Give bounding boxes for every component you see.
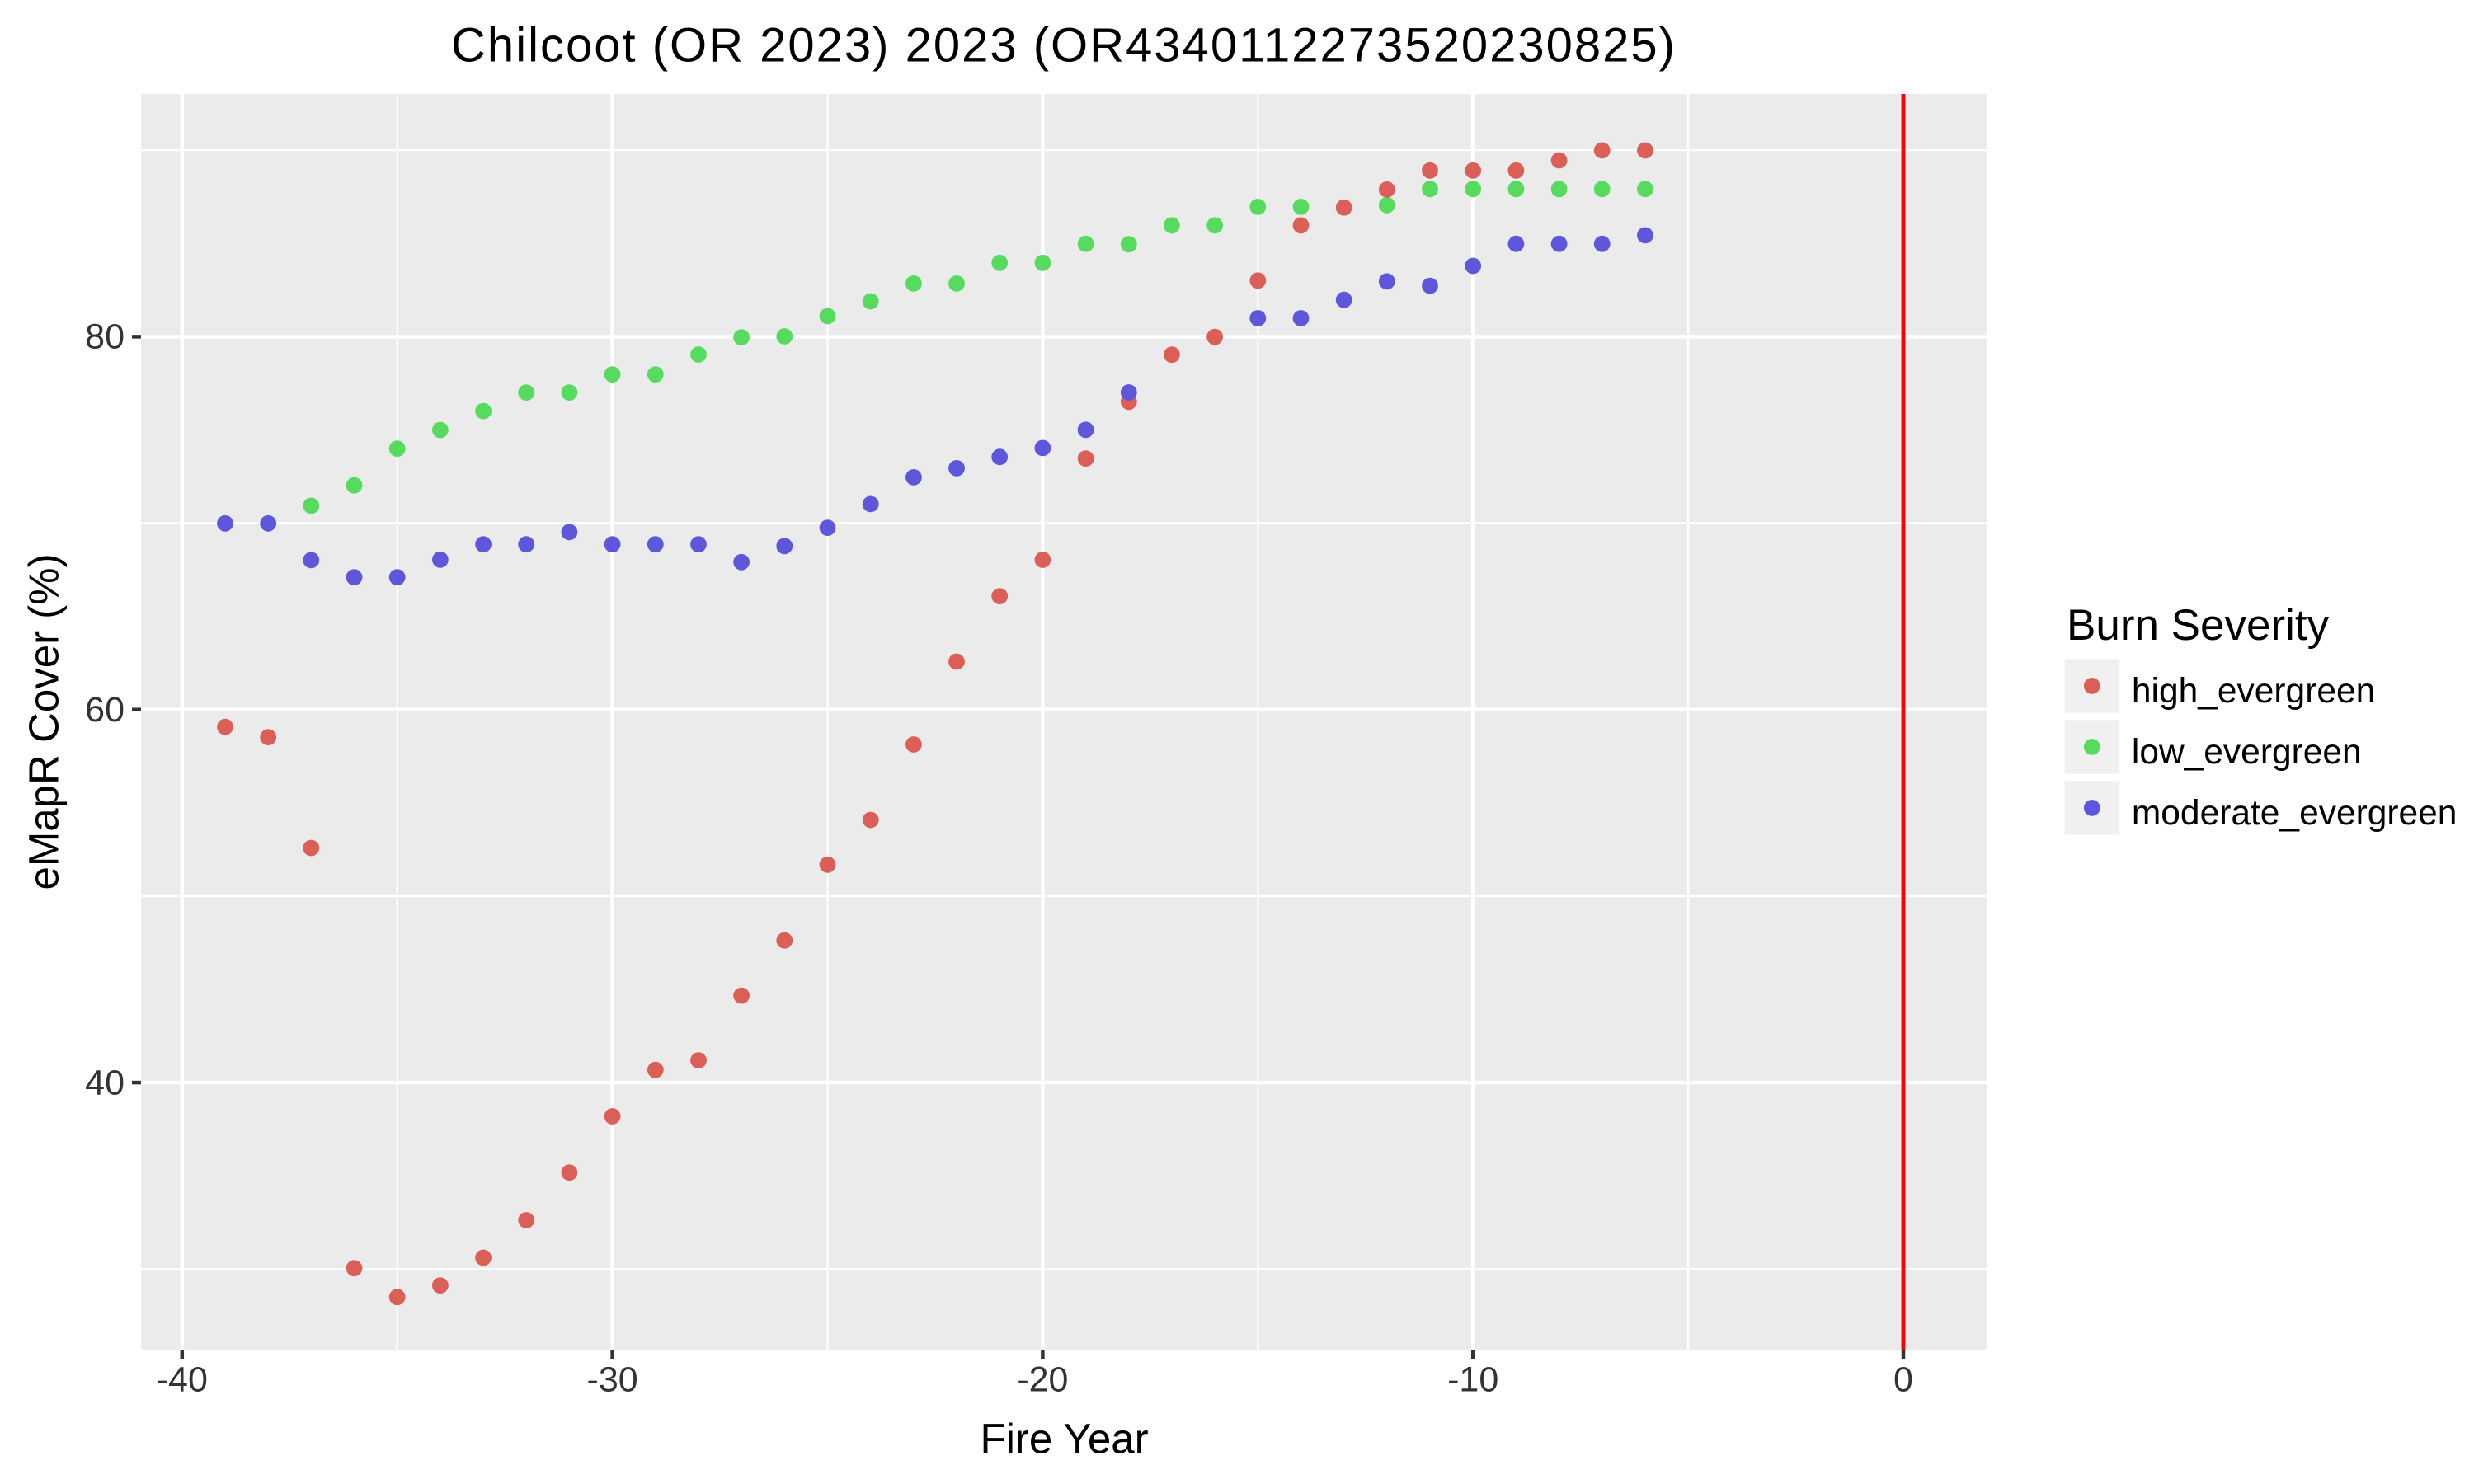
svg-text:eMapR Cover (%): eMapR Cover (%)	[20, 553, 67, 890]
svg-text:Burn Severity: Burn Severity	[2067, 601, 2330, 650]
svg-text:high_evergreen: high_evergreen	[2132, 672, 2375, 711]
svg-text:40: 40	[85, 1063, 125, 1102]
svg-text:60: 60	[85, 690, 125, 730]
svg-text:80: 80	[85, 317, 125, 357]
svg-text:-30: -30	[587, 1360, 638, 1400]
svg-text:low_evergreen: low_evergreen	[2132, 733, 2362, 772]
svg-text:-40: -40	[157, 1360, 208, 1400]
svg-text:-20: -20	[1017, 1360, 1068, 1400]
svg-text:-10: -10	[1447, 1360, 1498, 1400]
svg-text:moderate_evergreen: moderate_evergreen	[2132, 794, 2458, 833]
svg-text:Fire Year: Fire Year	[980, 1416, 1148, 1463]
svg-text:Chilcoot (OR 2023) 2023 (OR434: Chilcoot (OR 2023) 2023 (OR4340112273520…	[451, 19, 1677, 73]
svg-text:0: 0	[1893, 1360, 1913, 1400]
